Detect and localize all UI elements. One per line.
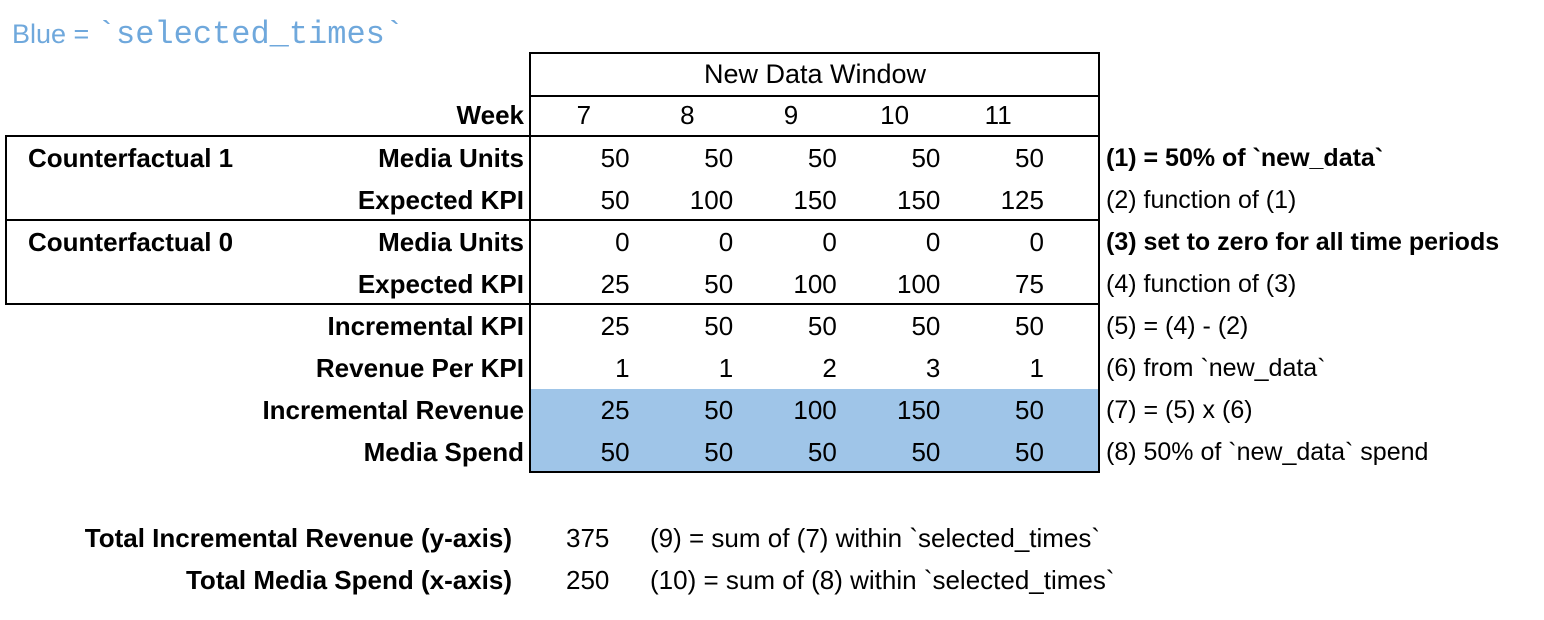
data-frame-bottom-border: [529, 471, 1100, 473]
value-cell: 50: [1015, 311, 1044, 341]
header-bottom-border: [529, 95, 1100, 97]
value-cell: 1: [1029, 353, 1044, 383]
row-values-expected-kpi-cf1: 50 100 150 150 125: [532, 179, 1050, 221]
value-cell: 50: [600, 185, 630, 215]
counterfactual0-bottom-border: [5, 303, 1100, 305]
value-cell: 50: [1015, 437, 1044, 467]
row-values-media-units-cf1: 50 50 50 50 50: [532, 137, 1050, 179]
row-values-incremental-revenue: 25 50 100 150 50: [532, 389, 1050, 431]
week-row-label: Week: [456, 100, 524, 130]
annotation-6: (6) from `new_data`: [1106, 354, 1326, 382]
value-cell: 125: [1000, 185, 1044, 215]
annotation-9: (9) = sum of (7) within `selected_times`: [650, 523, 1101, 553]
week-number: 9: [783, 100, 799, 130]
annotation-5: (5) = (4) - (2): [1106, 312, 1249, 340]
value-cell: 1: [718, 353, 734, 383]
new-data-window-header: New Data Window: [703, 59, 927, 89]
annotation-8: (8) 50% of `new_data` spend: [1106, 438, 1429, 466]
value-cell: 150: [896, 185, 941, 215]
counterfactual0-label: Counterfactual 0: [28, 227, 234, 257]
counterfactual-divider-border: [5, 219, 1100, 221]
value-cell: 25: [600, 311, 630, 341]
total-incremental-revenue-label: Total Incremental Revenue (y-axis): [84, 523, 512, 553]
value-cell: 2: [822, 353, 837, 383]
row-label-expected-kpi-cf1: Expected KPI: [357, 185, 524, 215]
value-cell: 50: [911, 437, 941, 467]
week-number: 8: [680, 100, 695, 130]
value-cell: 100: [793, 269, 837, 299]
value-cell: 0: [615, 227, 630, 257]
row-values-expected-kpi-cf0: 25 50 100 100 75: [532, 263, 1050, 305]
value-cell: 0: [822, 227, 837, 257]
value-cell: 25: [600, 395, 630, 425]
value-cell: 0: [1029, 227, 1044, 257]
row-values-media-units-cf0: 0 0 0 0 0: [532, 221, 1050, 263]
annotation-2: (2) function of (1): [1106, 186, 1297, 214]
row-label-incremental-revenue: Incremental Revenue: [262, 395, 524, 425]
header-top-border: [529, 52, 1100, 54]
value-cell: 50: [807, 143, 837, 173]
total-media-spend-value: 250: [566, 565, 610, 595]
value-cell: 50: [704, 269, 734, 299]
value-cell: 0: [925, 227, 941, 257]
row-values-revenue-per-kpi: 1 1 2 3 1: [532, 347, 1050, 389]
value-cell: 1: [615, 353, 630, 383]
value-cell: 50: [1015, 395, 1044, 425]
value-cell: 50: [704, 311, 734, 341]
row-label-media-spend: Media Spend: [363, 437, 524, 467]
value-cell: 50: [807, 311, 837, 341]
total-media-spend-label: Total Media Spend (x-axis): [185, 565, 512, 595]
value-cell: 150: [896, 395, 941, 425]
value-cell: 50: [807, 437, 837, 467]
data-frame-left-border: [529, 52, 531, 473]
value-cell: 50: [704, 395, 734, 425]
annotation-4: (4) function of (3): [1106, 270, 1297, 298]
row-label-incremental-kpi: Incremental KPI: [327, 311, 524, 341]
value-cell: 50: [600, 143, 630, 173]
annotation-10: (10) = sum of (8) within `selected_times…: [650, 565, 1115, 595]
value-cell: 25: [600, 269, 630, 299]
row-values-incremental-kpi: 25 50 50 50 50: [532, 305, 1050, 347]
week-number: 10: [880, 100, 910, 130]
selected-times-highlight: [531, 389, 1098, 471]
counterfactual1-top-border: [5, 135, 1100, 137]
week-number: 11: [984, 100, 1012, 130]
week-number: 7: [576, 100, 592, 130]
value-cell: 75: [1015, 269, 1044, 299]
row-label-expected-kpi-cf0: Expected KPI: [357, 269, 524, 299]
value-cell: 50: [600, 437, 630, 467]
value-cell: 150: [793, 185, 837, 215]
value-cell: 50: [704, 437, 734, 467]
value-cell: 50: [1015, 143, 1044, 173]
value-cell: 3: [925, 353, 941, 383]
value-cell: 100: [896, 269, 941, 299]
data-frame-right-border: [1098, 52, 1100, 473]
counterfactual1-label: Counterfactual 1: [28, 143, 234, 173]
legend-note-prefix: Blue =: [12, 19, 97, 49]
value-cell: 100: [689, 185, 734, 215]
row-values-media-spend: 50 50 50 50 50: [532, 431, 1050, 473]
selected-times-code: `selected_times`: [96, 16, 405, 53]
week-numbers-row: 7 8 9 10 11: [532, 95, 1050, 135]
total-incremental-revenue-value: 375: [566, 523, 610, 553]
value-cell: 100: [793, 395, 837, 425]
legend-note: Blue = `selected_times`: [12, 16, 404, 53]
row-label-media-units-cf0: Media Units: [378, 227, 524, 257]
row-label-revenue-per-kpi: Revenue Per KPI: [315, 353, 524, 383]
value-cell: 50: [911, 143, 941, 173]
value-cell: 0: [718, 227, 734, 257]
annotation-1: (1) = 50% of `new_data`: [1106, 144, 1384, 172]
value-cell: 50: [911, 311, 941, 341]
annotation-3: (3) set to zero for all time periods: [1106, 228, 1500, 256]
value-cell: 50: [704, 143, 734, 173]
annotation-7: (7) = (5) x (6): [1106, 396, 1253, 424]
row-label-media-units-cf1: Media Units: [378, 143, 524, 173]
